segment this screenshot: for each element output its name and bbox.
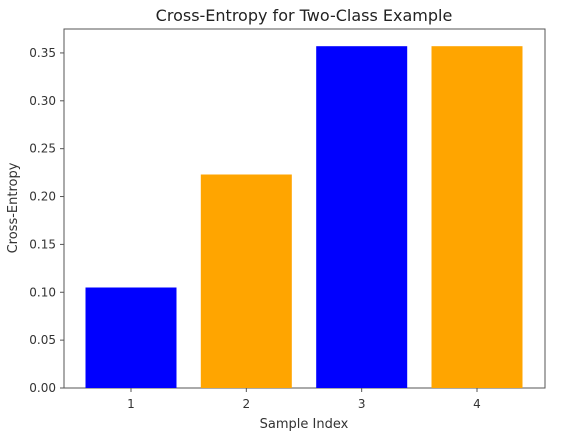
x-tick-label: 2 [243, 397, 251, 411]
y-tick-label: 0.25 [29, 142, 56, 156]
bar-3 [316, 46, 407, 388]
bar-4 [432, 46, 523, 388]
y-axis: 0.00 0.05 0.10 0.15 0.20 0.25 0.30 0.35 [29, 46, 64, 395]
y-tick-label: 0.15 [29, 237, 56, 251]
x-tick-label: 3 [358, 397, 366, 411]
chart-title: Cross-Entropy for Two-Class Example [156, 6, 453, 25]
bars-group [86, 46, 523, 388]
y-axis-label: Cross-Entropy [6, 162, 21, 253]
y-tick-label: 0.05 [29, 333, 56, 347]
y-tick-label: 0.10 [29, 285, 56, 299]
bar-2 [201, 175, 292, 389]
y-tick-label: 0.35 [29, 46, 56, 60]
y-tick-label: 0.20 [29, 190, 56, 204]
y-tick-label: 0.00 [29, 381, 56, 395]
x-axis: 1 2 3 4 [127, 388, 481, 411]
y-tick-label: 0.30 [29, 94, 56, 108]
x-tick-label: 1 [127, 397, 135, 411]
x-axis-label: Sample Index [260, 417, 349, 432]
x-tick-label: 4 [473, 397, 481, 411]
bar-1 [86, 288, 177, 389]
